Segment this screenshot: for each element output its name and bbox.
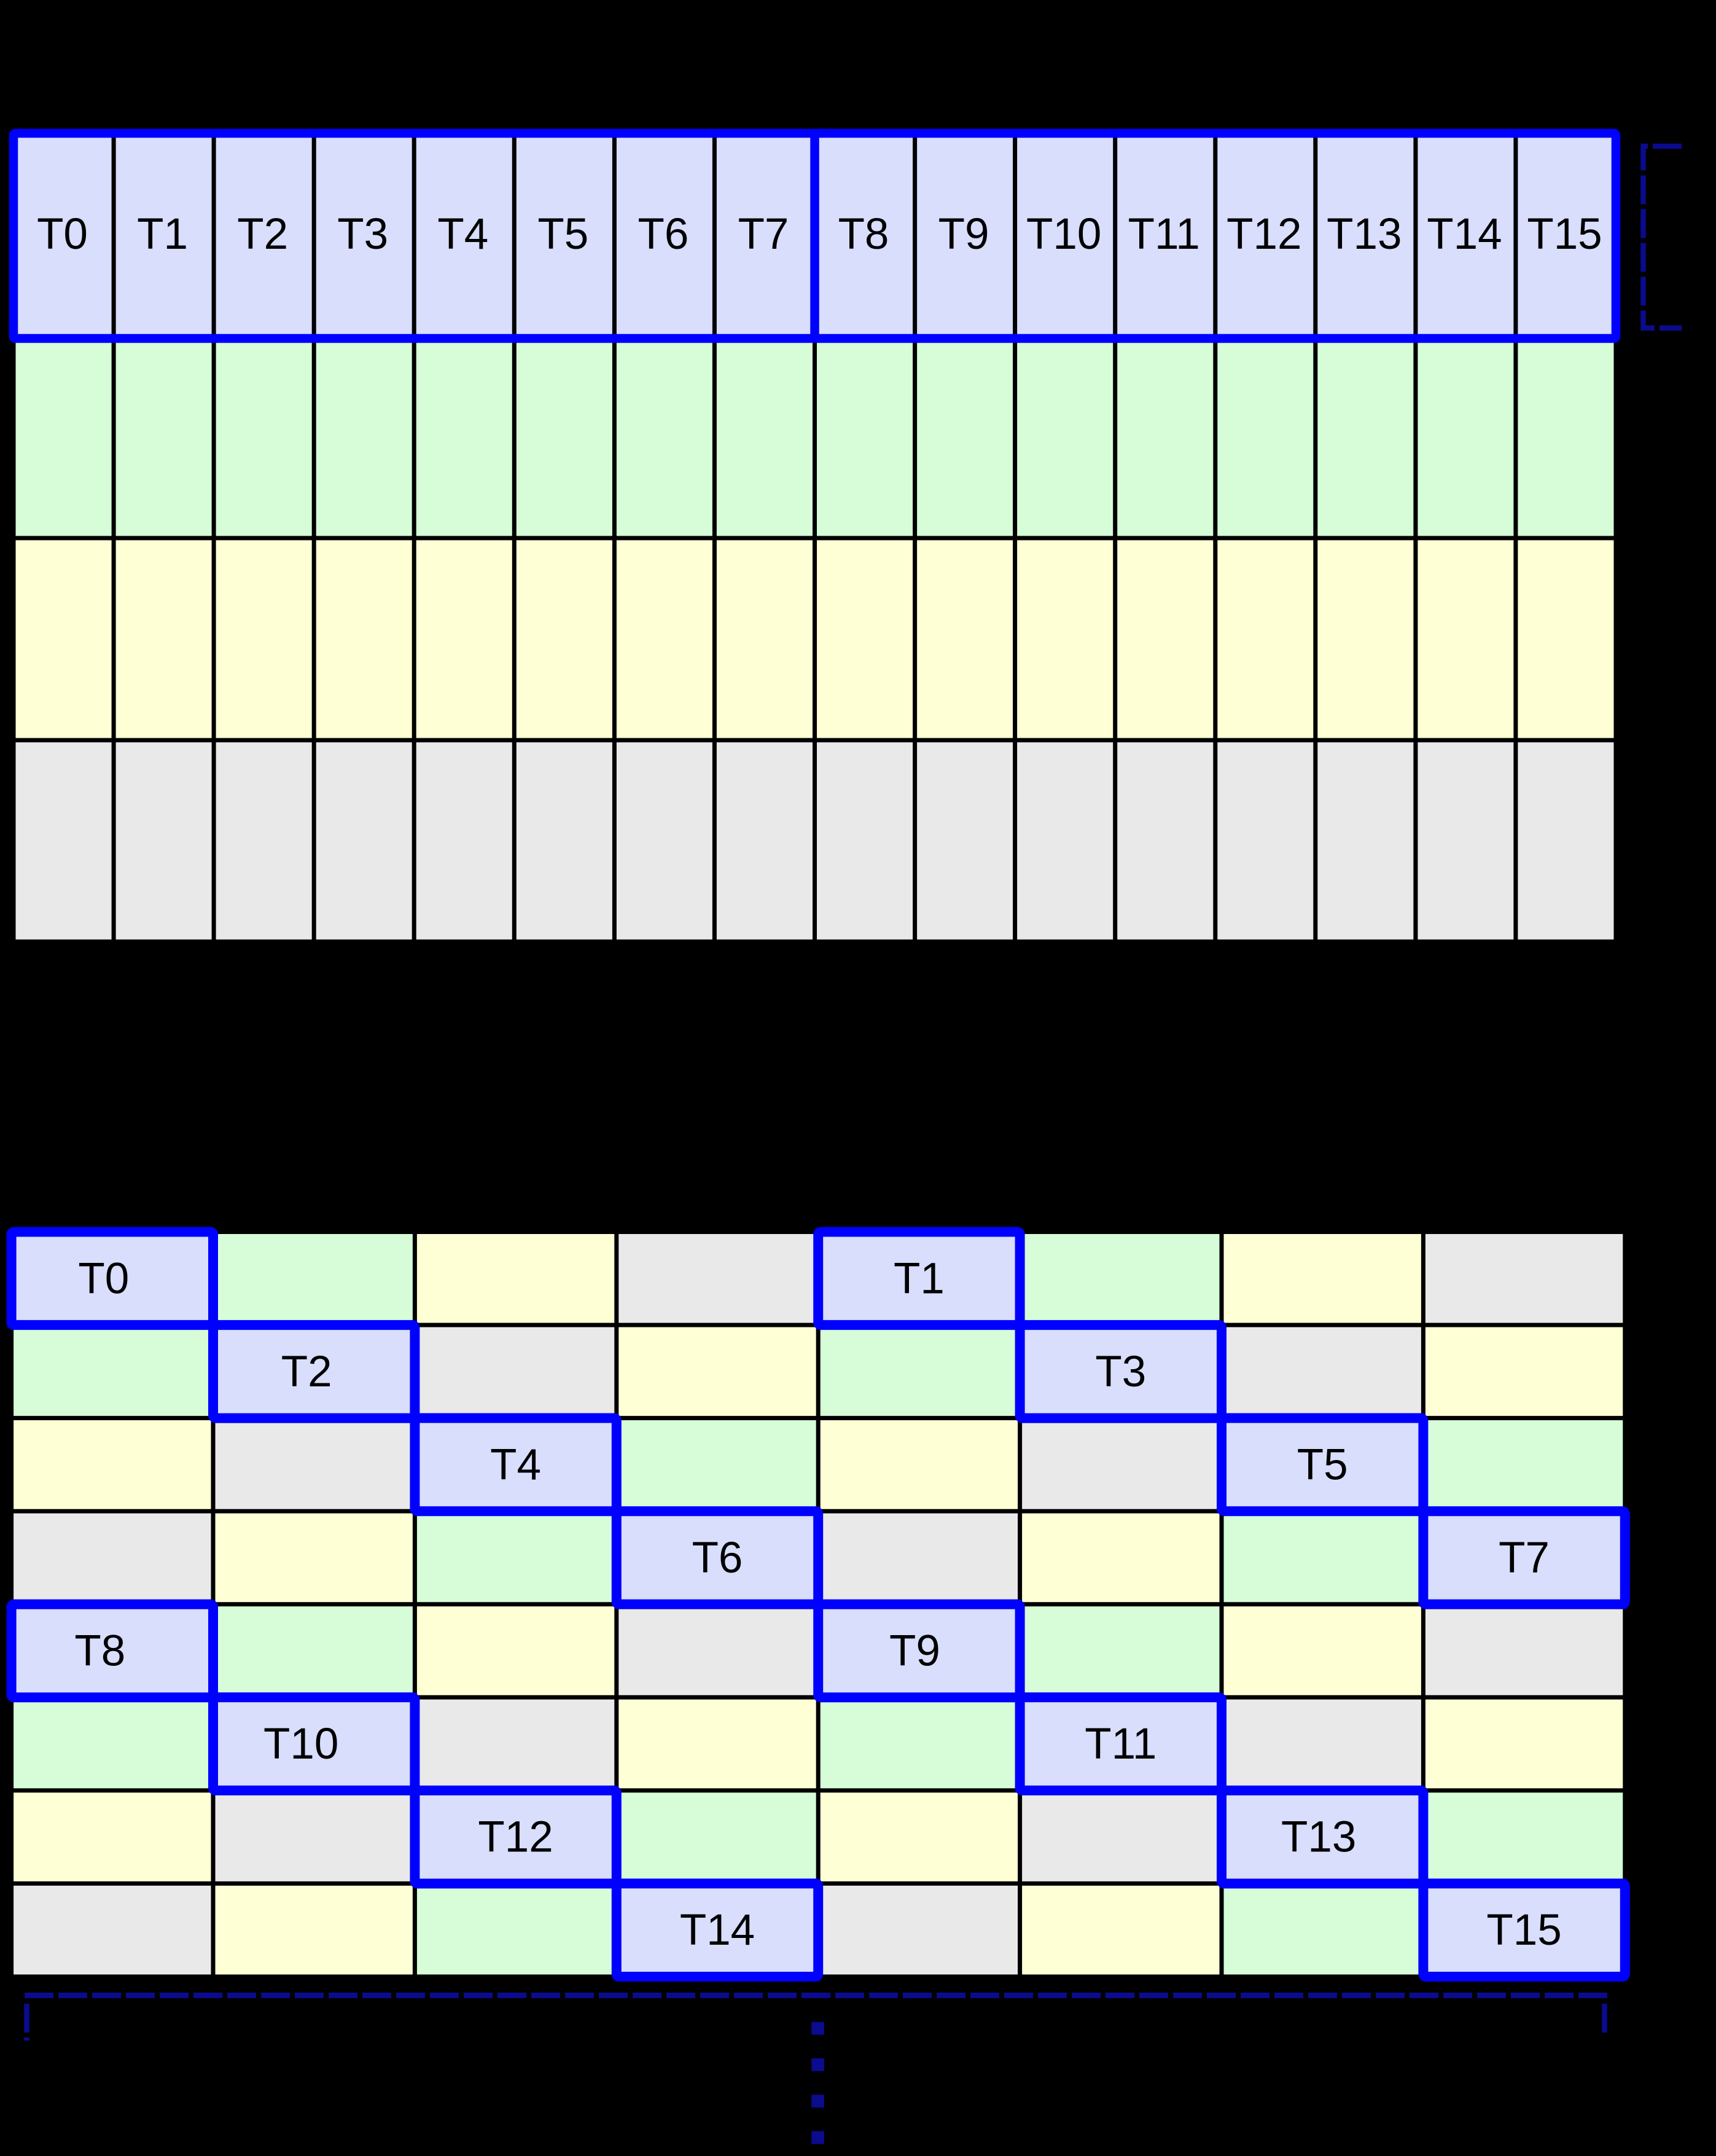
svg-text:T13: T13 [1327, 210, 1402, 259]
svg-text:T2: T2 [281, 1348, 332, 1396]
svg-text:T14: T14 [680, 1906, 755, 1955]
svg-text:T2: T2 [237, 210, 288, 259]
svg-text:T6: T6 [692, 1534, 743, 1582]
svg-text:T14: T14 [1427, 210, 1502, 259]
svg-text:T4: T4 [437, 210, 488, 259]
svg-text:T10: T10 [263, 1720, 338, 1768]
svg-text:T6: T6 [638, 210, 688, 259]
svg-text:T12: T12 [478, 1813, 553, 1862]
svg-text:T7: T7 [738, 210, 789, 259]
svg-text:T13: T13 [1281, 1813, 1356, 1862]
svg-text:T4: T4 [490, 1440, 541, 1489]
svg-text:T15: T15 [1486, 1906, 1561, 1955]
svg-text:T5: T5 [1297, 1440, 1348, 1489]
svg-text:T12: T12 [1227, 210, 1301, 259]
svg-text:T3: T3 [1095, 1348, 1146, 1396]
svg-text:T0: T0 [78, 1254, 129, 1303]
svg-text:T9: T9 [889, 1627, 940, 1676]
svg-text:T11: T11 [1085, 1720, 1156, 1768]
svg-text:T1: T1 [137, 210, 188, 259]
svg-text:T5: T5 [537, 210, 588, 259]
svg-text:T8: T8 [74, 1627, 125, 1676]
svg-text:T7: T7 [1499, 1534, 1550, 1582]
svg-text:T9: T9 [938, 210, 989, 259]
svg-text:T15: T15 [1527, 210, 1602, 259]
svg-text:T11: T11 [1128, 210, 1200, 259]
svg-text:T3: T3 [337, 210, 388, 259]
svg-text:T0: T0 [37, 210, 88, 259]
svg-text:T8: T8 [838, 210, 889, 259]
svg-text:T10: T10 [1026, 210, 1101, 259]
svg-text:T1: T1 [894, 1254, 945, 1303]
